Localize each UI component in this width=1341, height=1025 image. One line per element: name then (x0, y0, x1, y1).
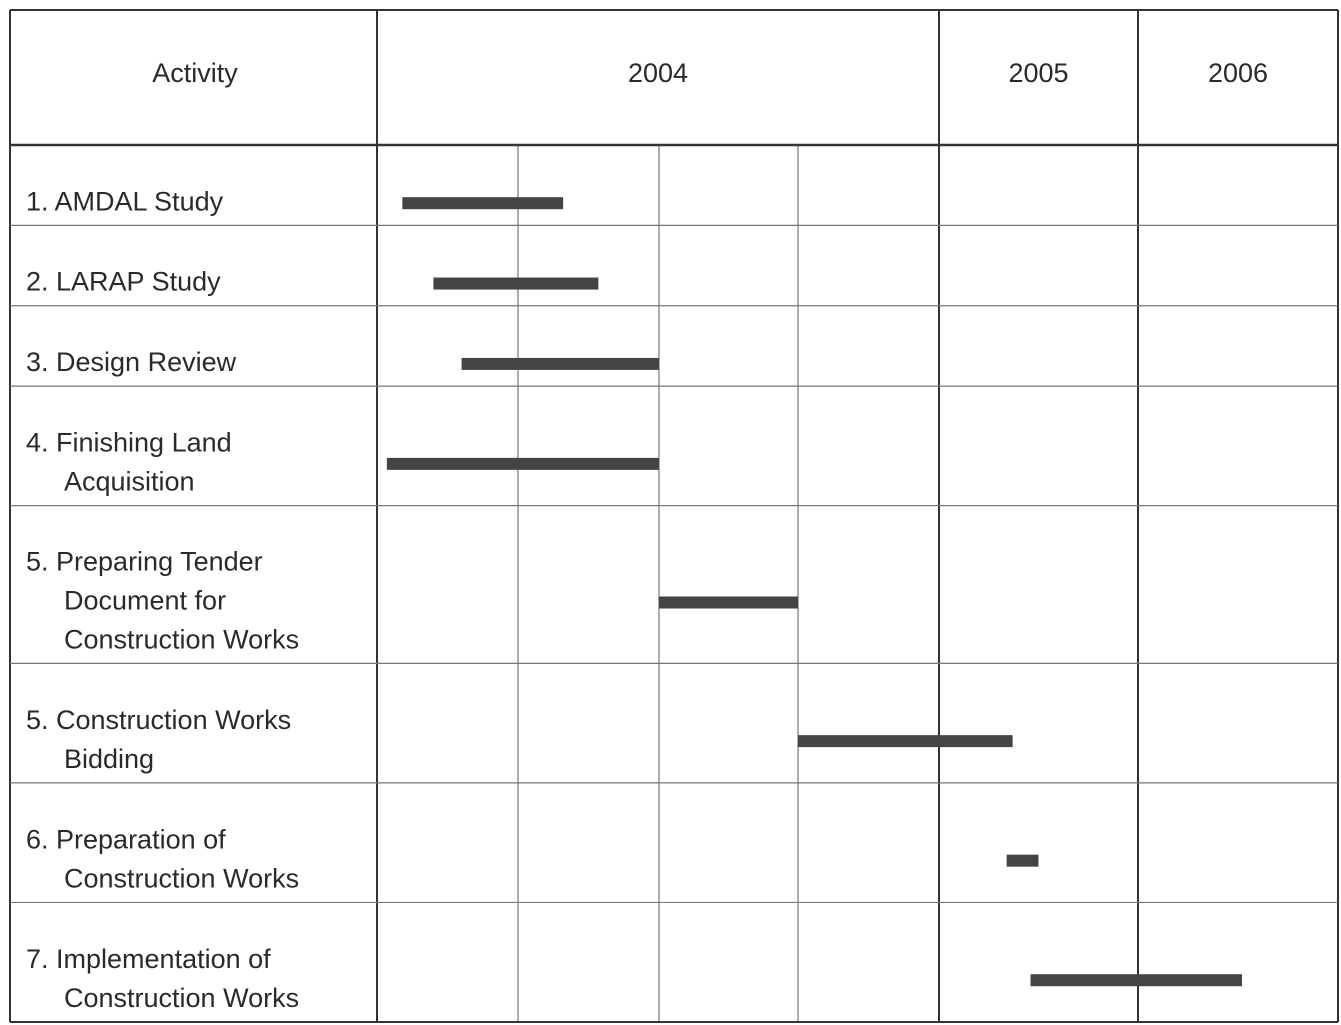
activity-label: 6. Preparation of (26, 824, 226, 854)
activity-label: Construction Works (64, 983, 299, 1013)
year-label: 2005 (1008, 58, 1068, 88)
bar (798, 735, 1013, 748)
header-activity: Activity (152, 58, 238, 88)
activity-label: 5. Construction Works (26, 705, 291, 735)
activity-label: Construction Works (64, 863, 299, 893)
activity-label: 2. LARAP Study (26, 267, 221, 297)
activity-label: Document for (64, 586, 226, 616)
bar (386, 457, 659, 470)
bar (461, 357, 659, 370)
activity-label: 4. Finishing Land (26, 427, 232, 457)
bar (1006, 854, 1039, 867)
activity-label: 7. Implementation of (26, 944, 271, 974)
year-label: 2006 (1208, 58, 1268, 88)
bar (433, 277, 599, 290)
activity-label: 5. Preparing Tender (26, 547, 263, 577)
activity-label: 1. AMDAL Study (26, 186, 224, 216)
bar (1030, 974, 1242, 987)
activity-label: Bidding (64, 744, 154, 774)
activity-label: Construction Works (64, 625, 299, 655)
year-label: 2004 (628, 58, 688, 88)
activity-label: Acquisition (64, 466, 195, 496)
bar (402, 197, 564, 210)
activity-label: 3. Design Review (26, 347, 237, 377)
bar (659, 596, 798, 609)
